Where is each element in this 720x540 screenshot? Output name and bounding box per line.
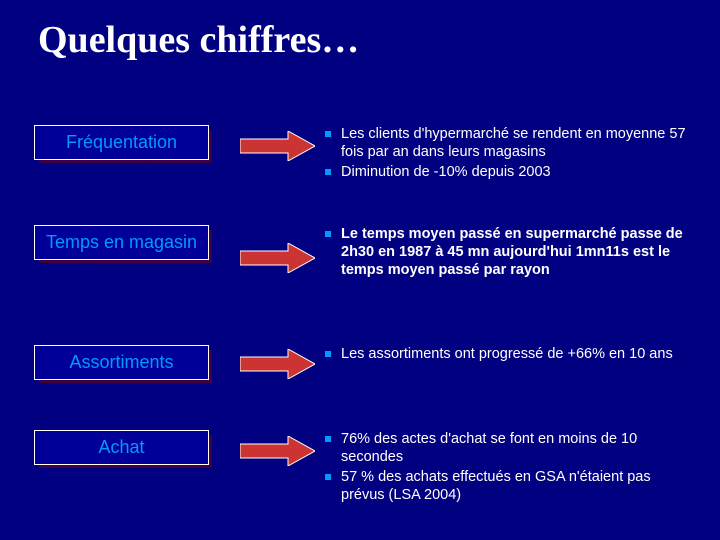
bullet-item: Le temps moyen passé en supermarché pass… (325, 225, 690, 279)
bullet-item: Les clients d'hypermarché se rendent en … (325, 125, 690, 161)
slide-title: Quelques chiffres… (38, 18, 359, 62)
bullets-temps: Le temps moyen passé en supermarché pass… (325, 225, 720, 281)
label-text: Fréquentation (66, 132, 177, 152)
bullets-frequentation: Les clients d'hypermarché se rendent en … (325, 125, 720, 183)
label-text: Assortiments (69, 352, 173, 372)
arrow-icon (240, 131, 315, 161)
arrow-icon (240, 349, 315, 379)
source-achat: (IRI USA, 2005) (34, 467, 230, 480)
arrow-icon (240, 243, 315, 273)
label-box-frequentation: Fréquentation (34, 125, 209, 160)
bullet-item: 76% des actes d'achat se font en moins d… (325, 430, 690, 466)
source-frequentation: (IFLS for LSA, march 2005) (34, 162, 230, 175)
bullet-item: Les assortiments ont progressé de +66% e… (325, 345, 690, 363)
row-temps: Temps en magasin (GIRA 2005) Le temps mo… (0, 225, 720, 281)
row-frequentation: Fréquentation (IFLS for LSA, march 2005)… (0, 125, 720, 183)
arrow-icon (240, 436, 315, 466)
bullet-item: Diminution de -10% depuis 2003 (325, 163, 690, 181)
bullet-item: 57 % des achats effectués en GSA n'étaie… (325, 468, 690, 504)
row-achat: Achat (IRI USA, 2005) 76% des actes d'ac… (0, 430, 720, 507)
source-temps: (GIRA 2005) (34, 262, 230, 275)
label-box-achat: Achat (34, 430, 209, 465)
source-assortiments: (IRI International & LSA 2006) (34, 382, 230, 395)
bullets-assortiments: Les assortiments ont progressé de +66% e… (325, 345, 720, 365)
label-box-temps: Temps en magasin (34, 225, 209, 260)
label-text: Achat (98, 437, 144, 457)
label-text: Temps en magasin (46, 232, 197, 252)
label-box-assortiments: Assortiments (34, 345, 209, 380)
bullets-achat: 76% des actes d'achat se font en moins d… (325, 430, 720, 507)
row-assortiments: Assortiments (IRI International & LSA 20… (0, 345, 720, 395)
